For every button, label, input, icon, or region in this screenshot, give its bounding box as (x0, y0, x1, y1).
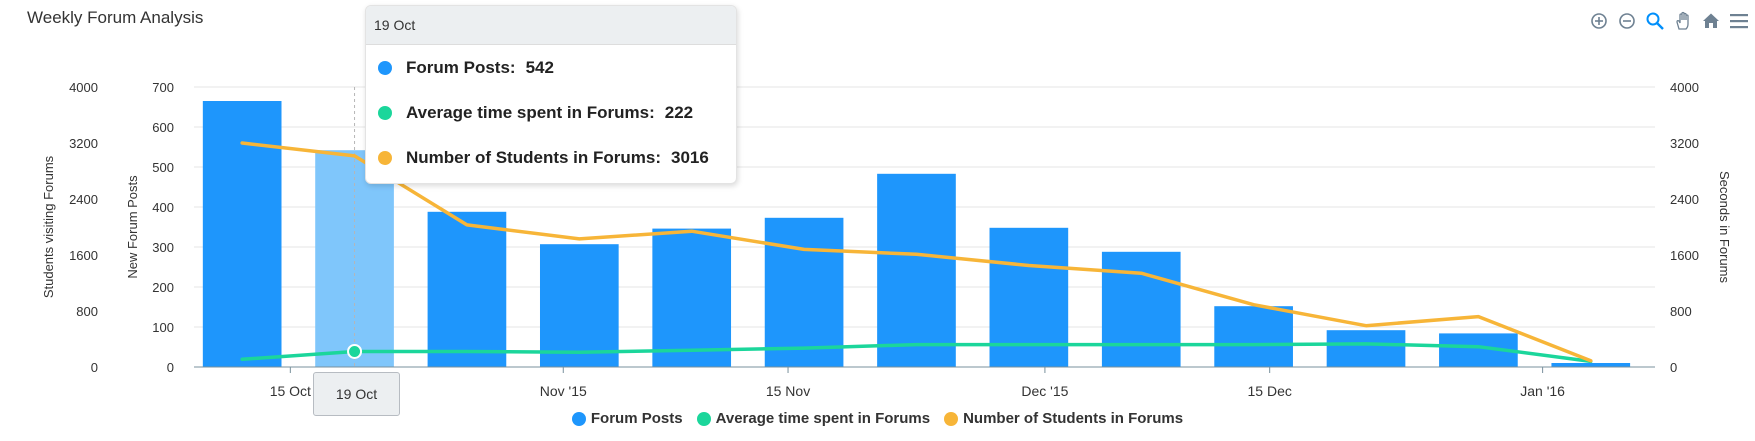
menu-icon[interactable] (1728, 10, 1750, 32)
tooltip-marker (378, 60, 392, 75)
y-tick-label-posts: 700 (152, 80, 174, 95)
tooltip-row-forum-posts: Forum Posts: 542 (366, 45, 736, 90)
y-tick-label-students: 800 (76, 304, 98, 319)
y-tick-label-posts: 300 (152, 240, 174, 255)
y-tick-label-students: 3200 (69, 136, 98, 151)
line-number-of-students (240, 141, 1593, 363)
legend-item-number-of-students[interactable]: Number of Students in Forums (944, 410, 1183, 427)
tooltip-marker (378, 150, 392, 165)
legend-marker (696, 411, 711, 426)
tooltip-marker (378, 105, 392, 120)
hover-marker-average-time (347, 343, 363, 359)
y-tick-label-posts: 200 (152, 280, 174, 295)
x-tick-label: 15 Nov (766, 383, 810, 399)
reset-home-icon[interactable] (1700, 10, 1722, 32)
selection-zoom-icon[interactable] (1644, 10, 1666, 32)
bar-forum-posts (427, 211, 507, 367)
bar-forum-posts (877, 173, 956, 367)
legend-item-average-time[interactable]: Average time spent in Forums (696, 410, 931, 427)
y-axis-title-seconds: Seconds in Forums (1717, 171, 1732, 283)
y-tick-label-posts: 600 (152, 120, 174, 135)
pan-icon[interactable] (1672, 10, 1694, 32)
y-tick-label-posts: 400 (152, 200, 174, 215)
chart-toolbar (1588, 10, 1750, 32)
tooltip-row-number-of-students: Number of Students in Forums: 3016 (366, 135, 736, 180)
y-tick-label-seconds: 1600 (1670, 248, 1699, 263)
y-tick-label-posts: 500 (152, 160, 174, 175)
tooltip-row-average-time: Average time spent in Forums: 222 (366, 90, 736, 135)
x-tick-label: Dec '15 (1021, 383, 1068, 399)
y-tick-label-seconds: 3200 (1670, 136, 1699, 151)
tooltip-value: 222 (664, 102, 694, 122)
tooltip-label: Average time spent in Forums: (406, 102, 655, 122)
y-tick-label-students: 0 (91, 360, 98, 375)
line-average-time (240, 342, 1593, 364)
bar-forum-posts (764, 217, 844, 367)
y-tick-label-students: 2400 (69, 192, 98, 207)
legend: Forum Posts Average time spent in Forums… (0, 410, 1755, 427)
bar-forum-posts (1326, 330, 1406, 367)
bar-forum-posts (652, 228, 732, 367)
tooltip-value: 542 (525, 57, 554, 77)
legend-label: Average time spent in Forums (715, 410, 931, 427)
tooltip-header: 19 Oct (366, 6, 736, 45)
y-tick-label-students: 4000 (69, 80, 98, 95)
y-tick-label-seconds: 2400 (1670, 192, 1699, 207)
legend-label: Forum Posts (590, 410, 683, 427)
chart-title: Weekly Forum Analysis (27, 8, 204, 27)
y-tick-label-seconds: 800 (1670, 304, 1692, 319)
bar-forum-posts (539, 244, 619, 367)
y-tick-label-posts: 0 (167, 360, 174, 375)
y-tick-label-seconds: 0 (1670, 360, 1677, 375)
x-tick-label: Jan '16 (1520, 383, 1565, 399)
y-axis-title-students: Students visiting Forums (41, 155, 56, 298)
zoom-out-icon[interactable] (1616, 10, 1638, 32)
tooltip-label: Forum Posts: (406, 57, 516, 77)
x-tick-label: 15 Oct (270, 383, 311, 399)
legend-marker (944, 411, 959, 426)
tooltip-label: Number of Students in Forums: (406, 147, 661, 167)
legend-item-forum-posts[interactable]: Forum Posts (571, 410, 683, 427)
bar-forum-posts (1551, 363, 1631, 367)
y-tick-label-seconds: 4000 (1670, 80, 1699, 95)
x-tick-label: Nov '15 (540, 383, 587, 399)
legend-marker (571, 411, 586, 426)
bar-forum-posts (315, 150, 394, 367)
bar-forum-posts (1101, 251, 1181, 367)
y-axis-title-posts: New Forum Posts (125, 175, 140, 279)
tooltip: 19 Oct Forum Posts: 542 Average time spe… (365, 5, 737, 184)
crosshair-x-label: 19 Oct (313, 372, 400, 416)
x-tick-label: 15 Dec (1248, 383, 1292, 399)
y-tick-label-students: 1600 (69, 248, 98, 263)
legend-label: Number of Students in Forums (963, 410, 1184, 427)
tooltip-value: 3016 (671, 147, 709, 167)
y-tick-label-posts: 100 (152, 320, 174, 335)
zoom-in-icon[interactable] (1588, 10, 1610, 32)
bar-forum-posts (202, 101, 282, 367)
bar-forum-posts (1214, 306, 1293, 367)
